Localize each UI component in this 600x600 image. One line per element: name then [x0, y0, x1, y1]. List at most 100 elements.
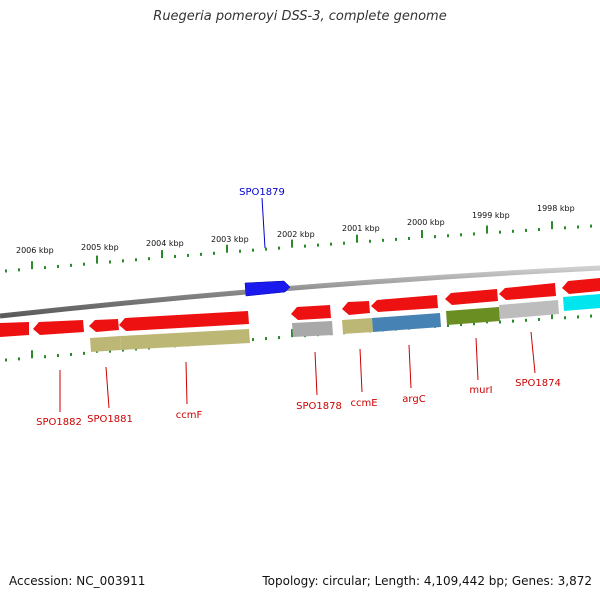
feature-block[interactable] — [563, 294, 600, 311]
map-title: Ruegeria pomeroyi DSS-3, complete genome — [153, 9, 447, 24]
gene-label-spo1874: SPO1874 — [515, 378, 561, 389]
upper-scale-labels: 2006 kbp 2005 kbp 2004 kbp 2003 kbp 2002… — [16, 204, 575, 255]
scale-major-tick — [31, 350, 33, 359]
scale-minor-tick — [122, 259, 124, 263]
scale-major-tick — [96, 255, 98, 264]
feature-block[interactable] — [120, 329, 250, 350]
scale-major-tick — [291, 239, 293, 248]
cds-arrow[interactable] — [89, 319, 119, 332]
scale-label-2004: 2004 kbp — [146, 239, 184, 248]
scale-minor-tick — [135, 258, 137, 262]
feature-block[interactable] — [342, 318, 373, 334]
scale-minor-tick — [499, 320, 501, 324]
scale-minor-tick — [395, 237, 397, 241]
scale-minor-tick — [382, 238, 384, 242]
scale-minor-tick — [278, 336, 280, 340]
feature-block[interactable] — [90, 336, 121, 352]
scale-minor-tick — [213, 251, 215, 255]
scale-minor-tick — [44, 355, 46, 359]
scale-major-tick — [486, 225, 488, 234]
scale-major-tick — [161, 250, 163, 259]
gene-label-spo1882: SPO1882 — [36, 417, 82, 428]
callout-ccme — [359, 348, 363, 393]
cds-arrow[interactable] — [562, 278, 600, 294]
scale-label-2002: 2002 kbp — [277, 230, 315, 239]
gene-label-spo1881: SPO1881 — [87, 414, 133, 425]
scale-minor-tick — [447, 323, 449, 327]
scale-minor-tick — [590, 224, 592, 228]
reverse-strand-cds — [0, 278, 600, 337]
scale-minor-tick — [239, 249, 241, 253]
gene-callouts — [59, 331, 536, 412]
scale-minor-tick — [330, 242, 332, 246]
scale-minor-tick — [148, 257, 150, 261]
scale-minor-tick — [343, 241, 345, 245]
scale-minor-tick — [473, 322, 475, 326]
scale-minor-tick — [57, 354, 59, 358]
reverse-strand-features — [90, 294, 600, 352]
scale-minor-tick — [265, 337, 267, 341]
cds-arrow[interactable] — [371, 295, 438, 312]
scale-minor-tick — [525, 228, 527, 232]
feature-block[interactable] — [292, 321, 333, 337]
gene-label-ccme: ccmE — [350, 398, 377, 409]
gene-spo1879-arrow[interactable] — [244, 280, 291, 297]
accession-text: Accession: NC_003911 — [9, 574, 146, 588]
genome-summary-text: Topology: circular; Length: 4,109,442 bp… — [262, 574, 592, 588]
scale-minor-tick — [278, 246, 280, 250]
scale-minor-tick — [538, 317, 540, 321]
cds-arrow[interactable] — [33, 320, 84, 335]
scale-major-tick — [31, 261, 33, 270]
scale-minor-tick — [577, 315, 579, 319]
scale-minor-tick — [83, 262, 85, 266]
scale-minor-tick — [18, 268, 20, 272]
scale-major-tick — [291, 329, 293, 338]
scale-minor-tick — [460, 323, 462, 327]
scale-minor-tick — [44, 266, 46, 270]
scale-minor-tick — [317, 243, 319, 247]
scale-minor-tick — [109, 260, 111, 264]
scale-minor-tick — [434, 235, 436, 239]
callout-spo1874 — [530, 331, 536, 374]
scale-minor-tick — [525, 318, 527, 322]
feature-block[interactable] — [372, 313, 441, 332]
scale-minor-tick — [512, 319, 514, 323]
scale-minor-tick — [512, 229, 514, 233]
scale-label-2005: 2005 kbp — [81, 243, 119, 252]
cds-arrow[interactable] — [119, 311, 249, 331]
callout-spo1878 — [314, 351, 318, 396]
scale-minor-tick — [304, 244, 306, 248]
gene-label-spo1878: SPO1878 — [296, 401, 342, 412]
cds-arrow[interactable] — [342, 301, 370, 315]
scale-minor-tick — [564, 226, 566, 230]
scale-minor-tick — [187, 253, 189, 257]
feature-block[interactable] — [499, 300, 559, 319]
scale-minor-tick — [252, 248, 254, 252]
scale-minor-tick — [590, 314, 592, 318]
cds-arrow[interactable] — [499, 283, 556, 300]
upper-scale-ticks — [5, 221, 592, 273]
callout-ccmf — [185, 361, 188, 405]
scale-minor-tick — [122, 348, 124, 352]
callout-spo1881 — [105, 366, 110, 409]
scale-major-tick — [356, 234, 358, 243]
feature-block[interactable] — [446, 307, 500, 325]
gene-label-ccmf: ccmF — [176, 410, 203, 421]
cds-arrow[interactable] — [445, 289, 498, 305]
scale-minor-tick — [369, 239, 371, 243]
cds-arrow[interactable] — [291, 305, 331, 320]
scale-label-2006: 2006 kbp — [16, 246, 54, 255]
scale-minor-tick — [109, 349, 111, 353]
scale-minor-tick — [564, 316, 566, 320]
scale-minor-tick — [447, 234, 449, 238]
cds-arrow[interactable] — [0, 322, 29, 337]
scale-minor-tick — [70, 352, 72, 356]
callout-muri — [475, 337, 479, 381]
scale-minor-tick — [18, 357, 20, 361]
scale-minor-tick — [538, 228, 540, 232]
scale-minor-tick — [83, 351, 85, 355]
scale-label-2001: 2001 kbp — [342, 224, 380, 233]
scale-label-2000: 2000 kbp — [407, 218, 445, 227]
gene-label-argc: argC — [402, 394, 425, 405]
scale-minor-tick — [57, 264, 59, 268]
